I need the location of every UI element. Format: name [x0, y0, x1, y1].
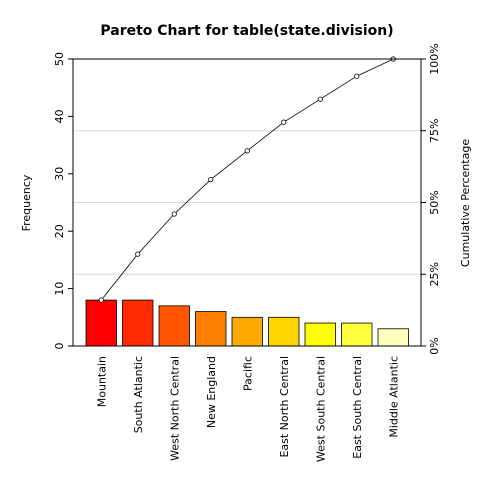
cumulative-point: [171, 211, 177, 217]
y2-tick-label: 75%: [428, 119, 441, 143]
bar-west-south-central: [304, 322, 336, 347]
bar-middle-atlantic: [377, 328, 409, 347]
x-tick-label: West South Central: [314, 356, 327, 462]
cumulative-point: [281, 119, 287, 125]
y-tick-label: 40: [53, 109, 66, 123]
y-tick-label: 30: [53, 167, 66, 181]
y2-tick-label: 50%: [428, 190, 441, 214]
cumulative-point: [317, 96, 323, 102]
y2-tick-label: 25%: [428, 262, 441, 286]
cumulative-line: [98, 56, 396, 303]
cumulative-point: [98, 297, 104, 303]
y-tick-label: 0: [53, 343, 66, 350]
bar-east-south-central: [341, 322, 373, 347]
cumulative-point: [354, 73, 360, 79]
x-tick-label: West North Central: [168, 356, 181, 461]
cumulative-point: [244, 148, 250, 154]
x-tick-label: East South Central: [351, 356, 364, 459]
y2-axis-label: Cumulative Percentage: [459, 139, 472, 267]
x-tick-label: Middle Atlantic: [387, 356, 400, 438]
y-tick-label: 10: [53, 282, 66, 296]
x-tick-label: South Atlantic: [132, 356, 145, 433]
y2-tick-label: 0%: [428, 337, 441, 354]
bar-east-north-central: [268, 316, 300, 347]
y-axis-label: Frequency: [20, 174, 33, 231]
x-tick-label: East North Central: [278, 356, 291, 458]
y-tick-label: 50: [53, 52, 66, 66]
bars: [85, 299, 409, 347]
cumulative-point: [135, 251, 141, 257]
y-tick-label: 20: [53, 224, 66, 238]
x-tick-label: New England: [205, 356, 218, 428]
grid-lines: [73, 130, 421, 275]
x-tick-label: Pacific: [241, 356, 254, 391]
bar-west-north-central: [158, 305, 190, 347]
y2-tick-label: 100%: [428, 43, 441, 74]
bar-south-atlantic: [122, 299, 154, 347]
axes: 0 10 20 30 40 50 0% 25% 50% 75% 100% Mountain South …: [53, 43, 441, 462]
bar-new-england: [195, 311, 227, 347]
cumulative-point: [208, 176, 214, 183]
bar-pacific: [231, 316, 263, 347]
chart-title: Pareto Chart for table(state.division): [100, 23, 393, 39]
bar-mountain: [85, 299, 117, 347]
cumulative-polyline: [100, 58, 394, 301]
x-tick-label: Mountain: [95, 356, 108, 407]
